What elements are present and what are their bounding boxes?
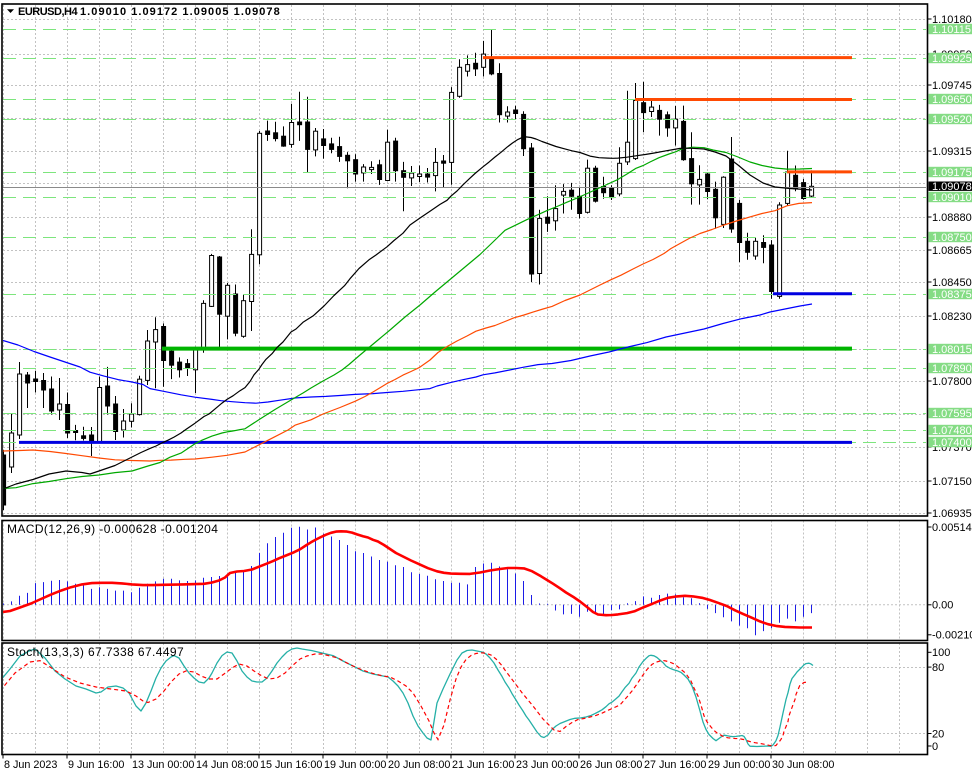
svg-text:1.08375: 1.08375: [932, 289, 972, 301]
svg-text:Stoch(13,3,3) 67.7338 67.4497: Stoch(13,3,3) 67.7338 67.4497: [7, 645, 184, 659]
svg-text:1.07595: 1.07595: [932, 408, 972, 420]
svg-text:1.10115: 1.10115: [932, 24, 971, 36]
svg-text:14 Jun 08:00: 14 Jun 08:00: [196, 759, 258, 771]
svg-text:13 Jun 00:00: 13 Jun 00:00: [132, 759, 194, 771]
svg-text:1.09520: 1.09520: [932, 114, 972, 126]
svg-text:1.10180: 1.10180: [932, 14, 972, 26]
svg-text:0.00: 0.00: [932, 600, 953, 612]
svg-text:20 Jun 08:00: 20 Jun 08:00: [388, 759, 450, 771]
svg-text:8 Jun 2023: 8 Jun 2023: [4, 759, 57, 771]
svg-text:1.07890: 1.07890: [932, 363, 972, 375]
svg-text:30 Jun 08:00: 30 Jun 08:00: [772, 759, 834, 771]
svg-text:1.07800: 1.07800: [932, 376, 972, 388]
svg-text:1.07480: 1.07480: [932, 425, 972, 437]
svg-text:1.09078: 1.09078: [932, 181, 972, 193]
svg-text:1.07400: 1.07400: [932, 437, 972, 449]
svg-text:1.09315: 1.09315: [932, 146, 972, 158]
svg-text:29 Jun 00:00: 29 Jun 00:00: [708, 759, 770, 771]
svg-text:23 Jun 00:00: 23 Jun 00:00: [516, 759, 578, 771]
svg-text:1.09010 1.09172 1.09005 1.0907: 1.09010 1.09172 1.09005 1.09078: [80, 6, 281, 18]
svg-text:1.06935: 1.06935: [932, 508, 972, 520]
svg-text:0: 0: [932, 741, 938, 753]
svg-text:20: 20: [932, 728, 944, 740]
svg-text:1.09010: 1.09010: [932, 192, 972, 204]
svg-text:MACD(12,26,9) -0.000628 -0.001: MACD(12,26,9) -0.000628 -0.001204: [7, 522, 218, 536]
svg-text:1.08015: 1.08015: [932, 344, 972, 356]
svg-text:1.09650: 1.09650: [932, 94, 972, 106]
svg-text:1.09745: 1.09745: [932, 80, 972, 92]
svg-text:1.08230: 1.08230: [932, 311, 972, 323]
svg-text:27 Jun 16:00: 27 Jun 16:00: [644, 759, 706, 771]
svg-text:1.09925: 1.09925: [932, 53, 972, 65]
svg-text:EURUSD,H4: EURUSD,H4: [18, 6, 78, 18]
svg-text:1.08665: 1.08665: [932, 245, 972, 257]
svg-text:-0.002106: -0.002106: [932, 630, 972, 642]
svg-text:1.08750: 1.08750: [932, 232, 972, 244]
svg-text:21 Jun 16:00: 21 Jun 16:00: [452, 759, 514, 771]
svg-text:1.08880: 1.08880: [932, 212, 972, 224]
svg-text:15 Jun 16:00: 15 Jun 16:00: [260, 759, 322, 771]
svg-text:19 Jun 00:00: 19 Jun 00:00: [324, 759, 386, 771]
svg-text:100: 100: [932, 647, 950, 659]
svg-text:0.005148: 0.005148: [932, 522, 972, 534]
svg-text:9 Jun 16:00: 9 Jun 16:00: [68, 759, 124, 771]
svg-text:26 Jun 08:00: 26 Jun 08:00: [580, 759, 642, 771]
svg-text:1.08450: 1.08450: [932, 277, 972, 289]
svg-text:80: 80: [932, 662, 944, 674]
svg-text:1.07150: 1.07150: [932, 476, 972, 488]
svg-text:1.09175: 1.09175: [932, 167, 972, 179]
